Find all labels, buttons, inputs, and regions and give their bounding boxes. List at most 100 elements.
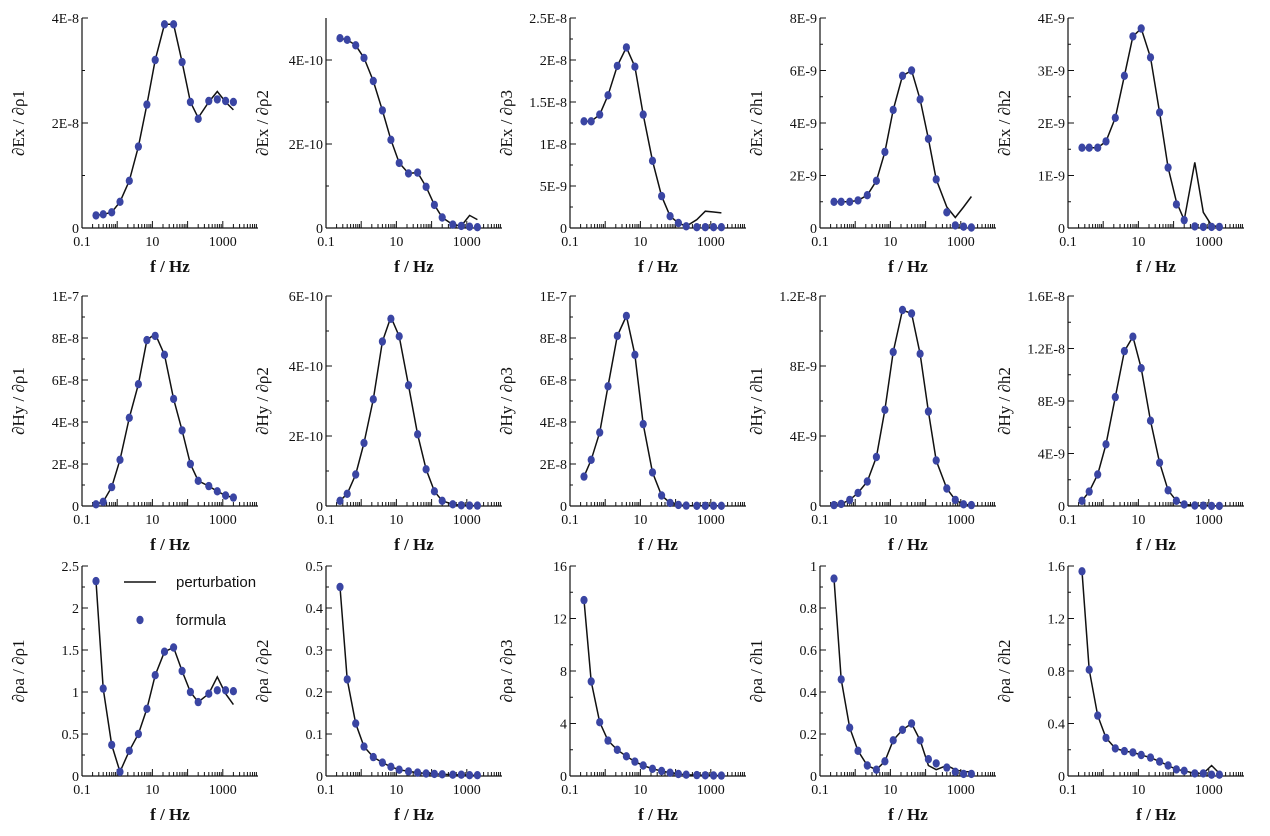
data-point-formula	[967, 223, 976, 232]
data-point-formula	[648, 764, 657, 773]
y-tick-label: 0	[810, 770, 817, 785]
data-point-formula	[457, 770, 465, 779]
data-point-formula	[1215, 501, 1223, 511]
data-point-formula	[336, 582, 344, 592]
data-point-formula	[438, 770, 446, 779]
y-tick-label: 2E-10	[289, 138, 323, 153]
data-point-formula	[932, 175, 940, 184]
data-point-formula	[213, 487, 221, 496]
data-point-formula	[404, 381, 413, 390]
y-axis-label: ∂Ex / ∂ρ3	[497, 90, 516, 156]
data-point-formula	[596, 428, 604, 437]
y-tick-label: 12	[553, 613, 567, 628]
x-axis-label: f / Hz	[1136, 257, 1176, 276]
data-point-formula	[587, 455, 595, 464]
data-point-formula	[404, 169, 413, 178]
data-point-formula	[967, 769, 976, 779]
data-point-formula	[387, 314, 395, 323]
data-point-formula	[1215, 770, 1223, 779]
y-axis-label: ∂ρa / ∂ρ3	[497, 639, 516, 702]
data-point-formula	[932, 456, 940, 465]
data-point-formula	[863, 477, 871, 486]
legend-label-perturbation: perturbation	[176, 574, 256, 591]
data-point-formula	[889, 347, 897, 357]
x-tick-label: 0.1	[1059, 513, 1077, 528]
data-point-formula	[701, 501, 709, 510]
data-point-formula	[889, 105, 897, 115]
data-point-formula	[229, 493, 237, 502]
y-tick-label: 0.4	[1048, 718, 1066, 733]
data-point-formula	[92, 211, 100, 220]
y-tick-label: 0	[72, 770, 79, 785]
panel-5: 0.1 10 1000 0 1E-9 2E-9 3E-9 4E-9 f / Hz ∂Ex / ∂h…	[995, 12, 1244, 276]
data-point-formula	[360, 53, 368, 63]
x-axis-label: f / Hz	[150, 535, 190, 554]
data-point-formula	[710, 223, 718, 232]
data-point-formula	[674, 500, 683, 510]
series-line-perturbation	[339, 314, 478, 507]
data-point-formula	[205, 96, 213, 106]
data-point-formula	[151, 331, 159, 341]
data-point-formula	[387, 135, 395, 144]
data-point-formula	[352, 470, 360, 479]
data-point-formula	[151, 671, 159, 680]
data-point-formula	[604, 382, 612, 391]
data-point-formula	[1172, 765, 1180, 774]
y-tick-label: 2E-9	[1038, 117, 1065, 132]
y-tick-label: 2	[72, 602, 79, 617]
y-tick-label: 6E-10	[289, 290, 323, 305]
y-axis-label: ∂Hy / ∂ρ3	[497, 367, 516, 435]
data-point-formula	[587, 117, 595, 126]
data-point-formula	[960, 769, 968, 779]
y-tick-label: 1.2E-8	[1027, 343, 1065, 358]
data-point-formula	[178, 57, 186, 67]
data-point-formula	[622, 43, 631, 52]
data-point-formula	[1208, 501, 1216, 511]
panel-7: 0.1 10 1000 0 2E-10 4E-10 6E-10 f / Hz ∂Hy / ∂ρ2	[253, 290, 502, 554]
y-tick-label: 1.5	[62, 644, 80, 659]
data-point-formula	[108, 740, 116, 750]
data-point-formula	[854, 196, 862, 205]
data-point-formula	[658, 191, 666, 201]
data-point-formula	[378, 106, 386, 115]
data-point-formula	[395, 765, 403, 774]
data-point-formula	[951, 495, 959, 505]
y-tick-label: 0	[560, 222, 567, 237]
x-axis-label: f / Hz	[150, 257, 190, 276]
x-tick-label: 1000	[947, 235, 975, 250]
data-point-formula	[1208, 770, 1216, 779]
data-point-formula	[674, 218, 683, 228]
y-tick-label: 4E-9	[790, 430, 817, 445]
x-tick-label: 0.1	[73, 235, 91, 250]
data-point-formula	[430, 487, 438, 496]
y-tick-label: 8E-8	[52, 332, 79, 347]
data-point-formula	[1094, 711, 1102, 720]
data-point-formula	[1094, 470, 1102, 479]
y-tick-label: 4E-10	[289, 360, 323, 375]
y-axis-label: ∂Ex / ∂ρ2	[253, 90, 272, 156]
data-point-formula	[1208, 222, 1216, 232]
data-point-formula	[580, 472, 588, 481]
data-point-formula	[1085, 665, 1093, 674]
x-axis-label: f / Hz	[888, 805, 928, 824]
data-point-formula	[1172, 200, 1180, 209]
data-point-formula	[830, 500, 838, 510]
x-axis-label: f / Hz	[1136, 805, 1176, 824]
data-point-formula	[701, 771, 709, 780]
x-tick-label: 1000	[209, 513, 237, 528]
x-tick-label: 10	[1131, 513, 1145, 528]
y-tick-label: 1E-7	[540, 290, 567, 305]
y-tick-label: 2E-9	[790, 170, 817, 185]
data-point-formula	[422, 465, 430, 474]
panel-10: 0.1 10 1000 0 4E-9 8E-9 1.2E-8 1.6E-8 f / Hz ∂Hy …	[995, 290, 1244, 554]
data-point-formula	[863, 761, 871, 770]
x-tick-label: 1000	[1195, 235, 1223, 250]
y-tick-label: 5E-9	[540, 180, 567, 195]
data-point-formula	[1129, 332, 1137, 341]
data-point-formula	[830, 574, 838, 583]
data-point-formula	[1120, 746, 1128, 756]
data-point-formula	[682, 222, 690, 231]
data-point-formula	[473, 771, 481, 780]
y-tick-label: 4E-8	[52, 416, 79, 431]
data-point-formula	[229, 97, 237, 107]
